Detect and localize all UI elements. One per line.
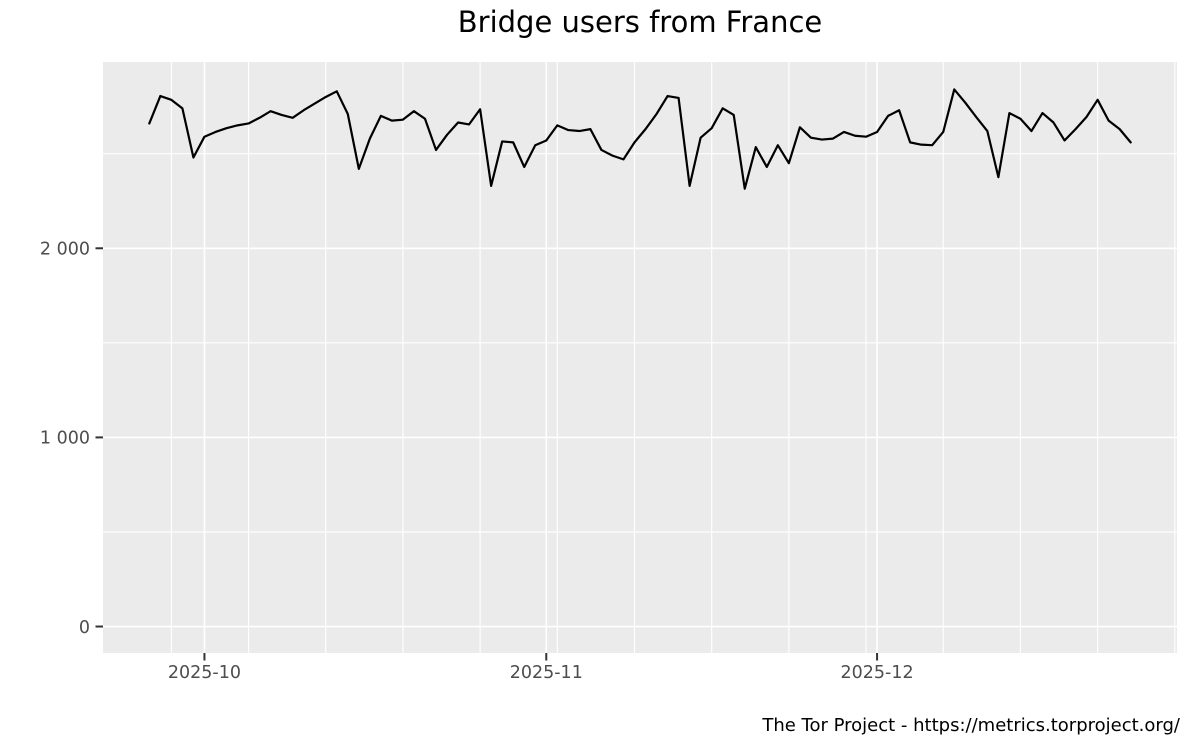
chart-title: Bridge users from France <box>457 5 823 39</box>
x-tick-label: 2025-11 <box>510 663 583 683</box>
data-line-bridge-users <box>148 88 1132 190</box>
y-tick-label: 0 <box>79 618 90 638</box>
y-tick-label: 2 000 <box>40 240 90 260</box>
x-tick-label: 2025-10 <box>168 663 241 683</box>
plot-panel <box>103 62 1177 653</box>
x-tick-label: 2025-12 <box>841 663 914 683</box>
attribution-caption: The Tor Project - https://metrics.torpro… <box>762 715 1180 736</box>
y-tick-label: 1 000 <box>40 429 90 449</box>
